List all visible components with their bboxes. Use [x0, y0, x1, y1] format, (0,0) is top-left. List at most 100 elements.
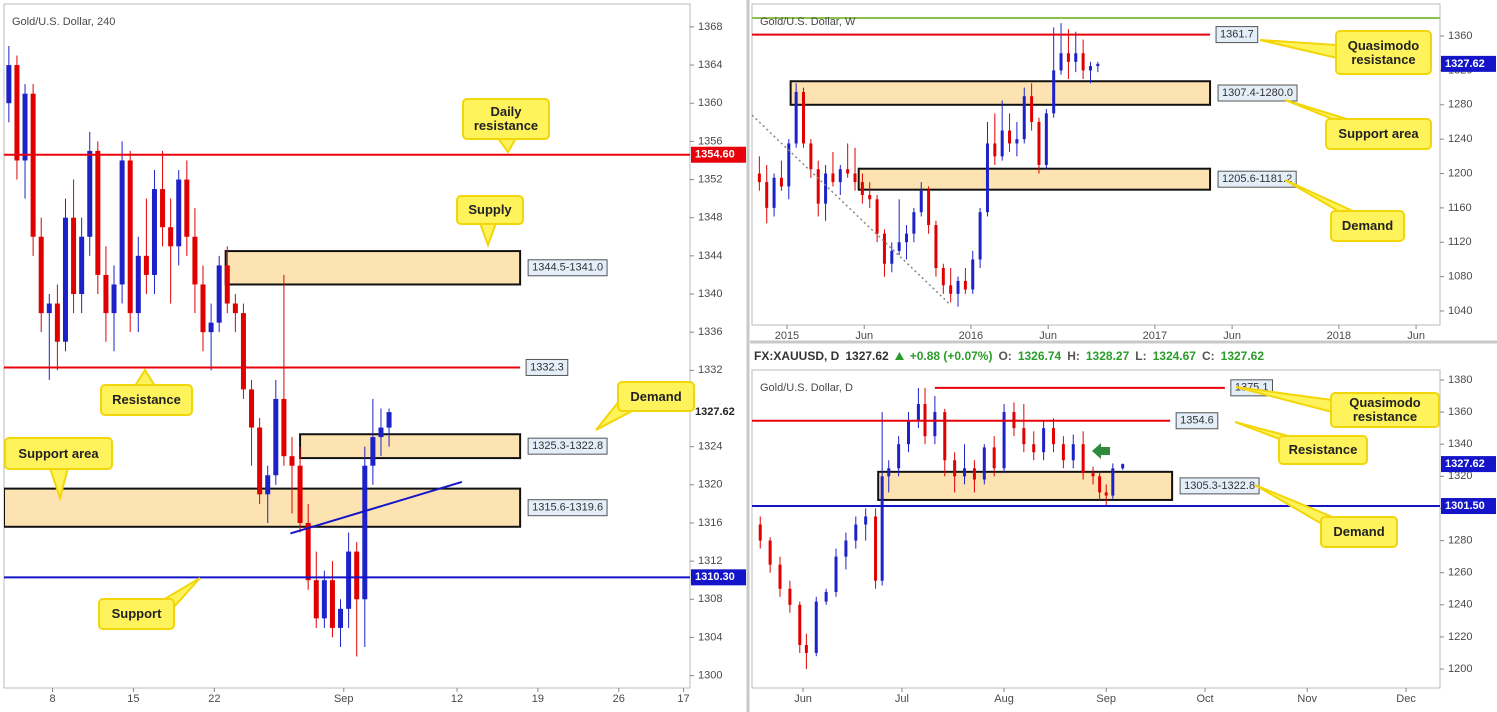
callout: Support area [1325, 118, 1432, 150]
axis-tag-box [1441, 498, 1496, 515]
trendline [290, 480, 463, 535]
y-tick-label: 1240 [1448, 599, 1472, 611]
y-tick-label: 1200 [1448, 167, 1472, 179]
candle-body [6, 65, 12, 104]
last-price-box [691, 404, 746, 421]
candle-body [160, 189, 166, 228]
candle-body [943, 412, 947, 461]
candle-body [882, 233, 886, 264]
candle-body [1052, 70, 1056, 114]
zone-label-box [527, 259, 608, 277]
candle-body [289, 456, 295, 466]
candle-body [1066, 53, 1070, 62]
zone-label-box [527, 437, 608, 455]
zone-label: 1307.4-1280.0 [1222, 87, 1293, 99]
field-value: 1328.27 [1085, 349, 1130, 363]
candle-body [1022, 96, 1026, 140]
candle-body [1121, 464, 1125, 469]
candle-body [978, 212, 982, 260]
candle-body [362, 465, 368, 600]
x-tick-label: 17 [677, 693, 689, 705]
field-label: O: [998, 349, 1012, 363]
candle-body [338, 608, 344, 628]
candle-body [119, 160, 125, 285]
zone [224, 250, 522, 286]
candle-body [273, 398, 279, 476]
field-label: C: [1201, 349, 1215, 363]
candle-body [772, 177, 776, 208]
candle-body [249, 389, 255, 428]
candle-body [1032, 444, 1036, 453]
candle-body [127, 160, 133, 314]
field-value: 1326.74 [1017, 349, 1062, 363]
candle-body [1008, 130, 1012, 144]
y-tick-label: 1308 [698, 593, 722, 605]
candle-body [71, 217, 77, 295]
y-tick-label: 1336 [698, 326, 722, 338]
x-tick-label: 2018 [1327, 330, 1351, 342]
candle-body [1037, 121, 1041, 165]
candle-body [880, 476, 884, 581]
zone-label-box [1217, 170, 1297, 188]
candle-body [798, 604, 802, 645]
candle-body [809, 143, 813, 170]
x-tick-label: Sep [334, 693, 354, 705]
x-tick-label: Jun [855, 330, 873, 342]
candle-body [30, 93, 36, 237]
y-tick-label: 1360 [698, 97, 722, 109]
candle-body [151, 189, 157, 275]
candle-body [95, 150, 101, 275]
candle-body [297, 465, 303, 523]
y-tick-label: 1324 [698, 441, 722, 453]
zone-label: 1205.6-1181.2 [1222, 173, 1292, 185]
candle-body [927, 190, 931, 226]
level-label-box [1175, 412, 1219, 430]
chart-title: Gold/U.S. Dollar, 240 [12, 16, 115, 28]
candle-body [143, 255, 149, 275]
candle-body [854, 524, 858, 541]
candle-body [933, 412, 937, 437]
candle-body [281, 398, 287, 457]
quote-header: FX:XAUUSD, D 1327.62 +0.88 (+0.07%) O: 13… [754, 347, 1264, 365]
callout: Resistance [1278, 435, 1368, 465]
candle-body [176, 179, 182, 247]
candle-body [838, 169, 842, 183]
candle-body [868, 195, 872, 200]
candle-body [846, 169, 850, 174]
plot-frame [3, 3, 691, 689]
zone-label-box [1217, 84, 1298, 102]
last-price-box [1441, 55, 1496, 72]
callout: Quasimodo resistance [1330, 392, 1440, 428]
candle-body [804, 644, 808, 653]
candle-body [216, 265, 222, 323]
zone [789, 80, 1212, 106]
candle-body [1081, 53, 1085, 71]
x-tick-label: Nov [1297, 693, 1317, 705]
candle-body [386, 412, 392, 428]
y-tick-label: 1160 [1448, 202, 1472, 214]
x-tick-label: Sep [1096, 693, 1116, 705]
candle-body [956, 280, 960, 294]
candle-body [787, 143, 791, 187]
level-label: 1332.3 [530, 361, 564, 373]
y-tick-label: 1316 [698, 517, 722, 529]
symbol: FX:XAUUSD, D [754, 349, 840, 363]
candle-body [875, 199, 879, 234]
plot-frame [751, 369, 1441, 689]
last-price: 1327.62 [1445, 458, 1485, 470]
candle-body [184, 179, 190, 237]
chart-title: Gold/U.S. Dollar, D [760, 382, 853, 394]
y-tick-label: 1356 [698, 135, 722, 147]
candle-body [1000, 130, 1004, 157]
candle-body [949, 285, 953, 294]
level-label: 1361.7 [1220, 28, 1254, 40]
candle-body [816, 169, 820, 204]
last-price: 1327.62 [845, 349, 889, 363]
candle-body [788, 588, 792, 605]
candle-body [1015, 139, 1019, 144]
candle-body [46, 303, 52, 314]
candle-body [985, 143, 989, 213]
callout: Resistance [100, 384, 193, 416]
